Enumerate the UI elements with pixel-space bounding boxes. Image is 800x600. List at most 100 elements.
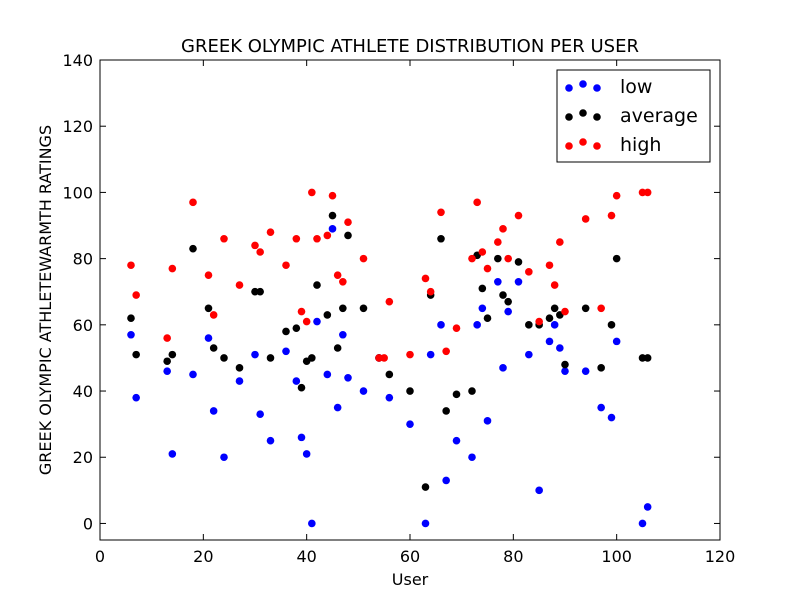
data-point-average (168, 350, 177, 359)
data-point-high (380, 354, 388, 362)
data-point-low (612, 337, 621, 346)
data-point-low (499, 364, 507, 372)
data-point-low (344, 373, 352, 382)
data-point-average (127, 314, 135, 323)
data-point-low (359, 387, 368, 395)
data-point-high (132, 291, 140, 299)
legend-marker (565, 84, 573, 92)
chart-title: GREEK OLYMPIC ATHLETE DISTRIBUTION PER U… (181, 36, 639, 57)
data-point-average (339, 304, 347, 313)
data-point-low (478, 304, 487, 313)
data-point-average (607, 321, 616, 329)
data-point-high (499, 225, 507, 233)
data-point-low (494, 277, 502, 286)
data-point-average (282, 327, 290, 336)
data-point-high (556, 238, 564, 246)
data-point-low (550, 321, 559, 329)
data-point-average (442, 407, 450, 415)
data-point-average (468, 387, 476, 395)
data-point-average (437, 234, 445, 243)
data-point-average (597, 364, 605, 372)
data-point-average (483, 314, 492, 323)
y-tick-label: 60 (73, 316, 93, 335)
y-axis-label: GREEK OLYMPIC ATHLETEWARMTH RATINGS (36, 125, 55, 475)
data-point-average (612, 254, 621, 263)
legend-marker (565, 113, 573, 121)
x-tick-label: 0 (95, 547, 105, 566)
data-point-high (204, 271, 213, 279)
data-point-high (643, 188, 652, 197)
data-point-average (344, 231, 352, 240)
data-point-high (168, 264, 177, 273)
data-point-average (643, 354, 652, 362)
data-point-average (235, 364, 244, 372)
data-point-average (421, 483, 430, 491)
x-tick-label: 120 (705, 547, 736, 566)
data-point-average (328, 211, 337, 220)
data-point-low (385, 393, 394, 402)
data-point-high (328, 191, 337, 200)
data-point-high (302, 317, 311, 326)
legend-marker (593, 142, 601, 150)
data-point-low (220, 453, 228, 462)
data-point-high (235, 281, 244, 289)
data-point-high (545, 261, 554, 270)
data-point-high (127, 261, 135, 270)
x-tick-label: 80 (503, 547, 523, 566)
data-point-high (468, 254, 476, 263)
data-point-average (550, 304, 559, 313)
data-point-low (328, 225, 337, 233)
data-point-high (452, 324, 461, 332)
data-point-average (333, 344, 342, 352)
data-point-average (292, 324, 301, 332)
data-point-average (581, 304, 590, 313)
data-point-low (235, 377, 244, 385)
x-tick-label: 20 (193, 547, 213, 566)
y-tick-label: 100 (62, 183, 93, 202)
data-point-low (333, 403, 342, 412)
data-point-low (127, 330, 135, 339)
data-point-low (643, 503, 652, 511)
data-point-high (406, 350, 414, 359)
data-point-high (344, 218, 352, 227)
data-point-high (478, 248, 487, 256)
data-point-low (189, 370, 197, 379)
y-tick-label: 20 (73, 448, 93, 467)
data-point-low (442, 476, 450, 485)
data-point-low (504, 307, 512, 316)
data-point-low (204, 334, 213, 342)
data-point-high (597, 304, 605, 313)
data-point-high (292, 234, 301, 243)
data-point-high (473, 198, 481, 207)
legend-marker (565, 142, 573, 150)
legend-label: high (620, 134, 661, 156)
data-point-low (168, 450, 177, 458)
data-point-high (494, 238, 502, 246)
data-point-high (612, 191, 621, 200)
data-point-high (308, 188, 316, 197)
y-tick-label: 140 (62, 51, 93, 70)
data-point-high (525, 268, 533, 276)
data-point-low (581, 367, 590, 375)
data-point-high (256, 248, 264, 256)
data-point-low (607, 413, 616, 422)
data-point-high (483, 264, 492, 273)
data-point-low (297, 433, 306, 442)
data-point-average (163, 357, 171, 366)
data-point-low (597, 403, 605, 412)
data-point-low (302, 450, 311, 458)
data-point-high (251, 241, 259, 250)
y-tick-label: 120 (62, 117, 93, 136)
series-high (127, 188, 652, 362)
data-point-average (504, 297, 512, 306)
data-point-average (478, 284, 487, 293)
data-point-average (452, 390, 461, 399)
data-point-average (220, 354, 228, 362)
data-point-average (494, 254, 502, 263)
legend-marker (593, 113, 601, 121)
data-point-high (561, 307, 569, 316)
data-point-high (333, 271, 342, 279)
legend: low average high (556, 69, 711, 163)
legend-label: low (620, 76, 652, 98)
data-point-low (339, 330, 347, 339)
